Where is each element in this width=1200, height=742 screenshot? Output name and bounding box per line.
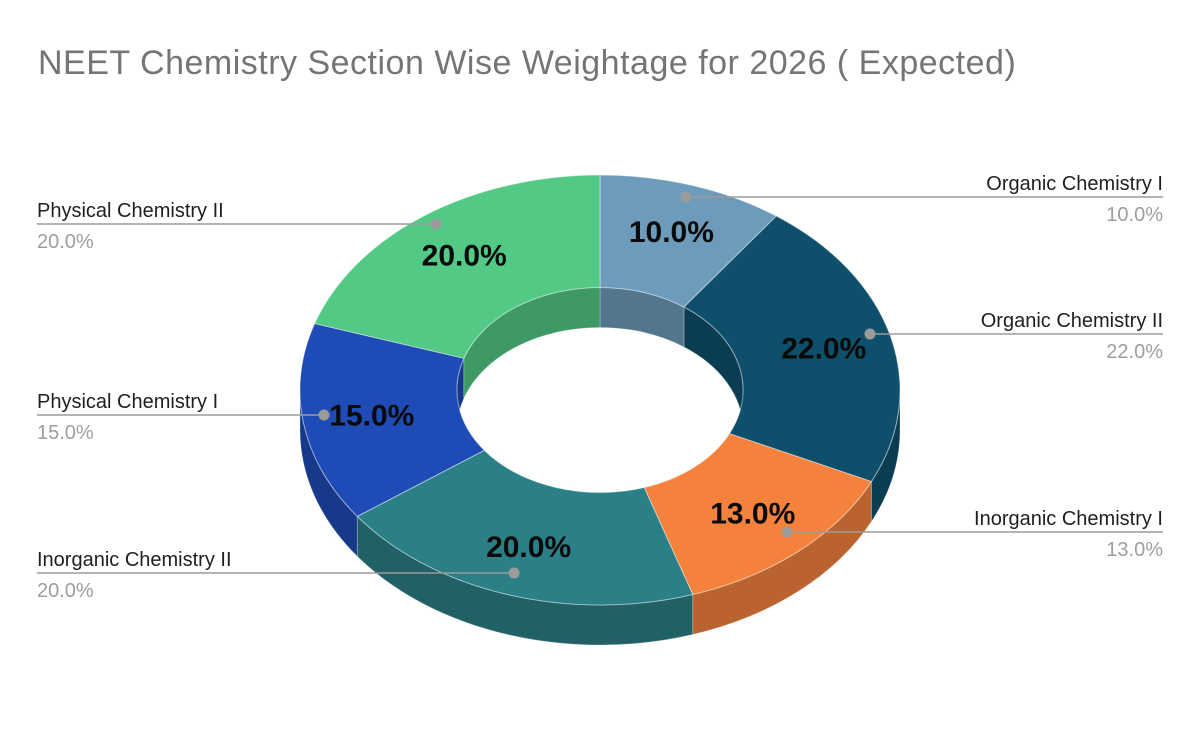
- section-name: Inorganic Chemistry I: [974, 508, 1163, 530]
- slice-value-label-organic-chemistry-i: 10.0%: [629, 216, 714, 249]
- slice-inorganic-chemistry-ii[interactable]: [356, 449, 694, 606]
- slice-value-label-inorganic-chemistry-i: 13.0%: [710, 498, 795, 531]
- section-percent: 15.0%: [37, 422, 94, 444]
- slice-physical-chemistry-ii[interactable]: [314, 174, 601, 359]
- callout-dot-inorganic-chemistry-ii: [508, 567, 520, 579]
- callout-dot-organic-chemistry-ii: [864, 328, 876, 340]
- section-percent: 22.0%: [1106, 341, 1163, 363]
- callout-inorganic-chemistry-i: Inorganic Chemistry I 13.0%: [974, 508, 1163, 562]
- callout-dot-inorganic-chemistry-i: [781, 526, 793, 538]
- section-percent: 20.0%: [37, 231, 94, 253]
- slice-physical-chemistry-i[interactable]: [299, 323, 485, 517]
- section-name: Inorganic Chemistry II: [37, 549, 232, 571]
- callout-dot-organic-chemistry-i: [680, 191, 692, 203]
- slice-organic-chemistry-i[interactable]: [599, 174, 777, 308]
- page-title: NEET Chemistry Section Wise Weightage fo…: [38, 44, 1017, 82]
- slice-inner-wall-organic-chemistry-i: [599, 286, 685, 348]
- section-name: Organic Chemistry I: [986, 173, 1163, 195]
- callout-organic-chemistry-ii: Organic Chemistry II 22.0%: [981, 310, 1163, 364]
- callout-dot-physical-chemistry-ii: [430, 218, 442, 230]
- callout-organic-chemistry-i: Organic Chemistry I 10.0%: [986, 173, 1163, 227]
- slice-organic-chemistry-ii[interactable]: [683, 215, 901, 483]
- slice-inner-wall-physical-chemistry-ii: [463, 286, 601, 399]
- section-name: Physical Chemistry I: [37, 391, 219, 413]
- section-name: Physical Chemistry II: [37, 200, 224, 222]
- section-percent: 13.0%: [1106, 539, 1163, 561]
- callout-inorganic-chemistry-ii: Inorganic Chemistry II 20.0%: [37, 549, 232, 603]
- slice-value-label-physical-chemistry-ii: 20.0%: [422, 240, 507, 273]
- slice-inorganic-chemistry-i[interactable]: [643, 433, 872, 595]
- slice-value-label-organic-chemistry-ii: 22.0%: [781, 332, 866, 365]
- slice-value-label-physical-chemistry-i: 15.0%: [329, 399, 414, 432]
- section-percent: 20.0%: [37, 580, 94, 602]
- callout-dot-physical-chemistry-i: [318, 409, 330, 421]
- slice-value-label-inorganic-chemistry-ii: 20.0%: [486, 531, 571, 564]
- section-name: Organic Chemistry II: [980, 310, 1163, 332]
- callout-physical-chemistry-i: Physical Chemistry I 15.0%: [37, 391, 218, 445]
- section-percent: 10.0%: [1106, 204, 1163, 226]
- callout-physical-chemistry-ii: Physical Chemistry II 20.0%: [37, 200, 224, 254]
